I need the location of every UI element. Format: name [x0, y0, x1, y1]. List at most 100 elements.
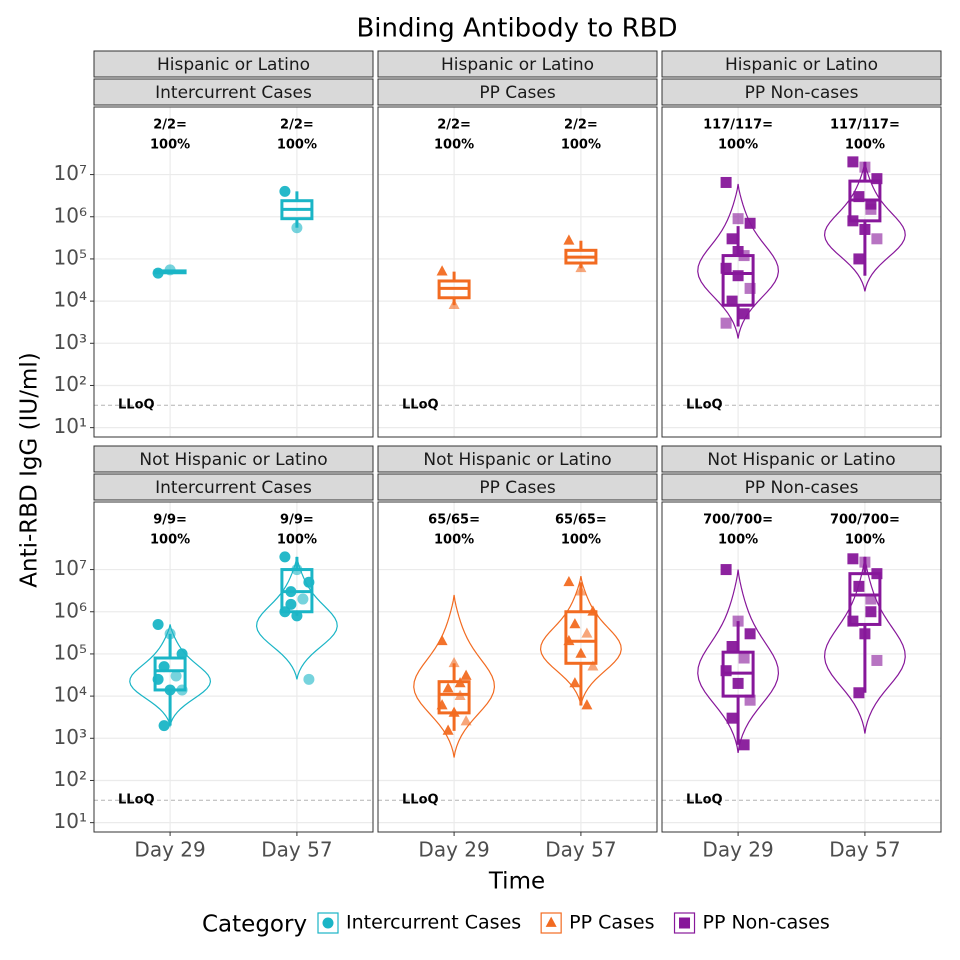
- violin: [255, 556, 338, 680]
- data-point: [744, 217, 756, 229]
- data-point: [853, 191, 865, 203]
- count-label: 2/2=: [564, 118, 598, 133]
- percent-label: 100%: [150, 533, 190, 548]
- strip-label: PP Non-cases: [745, 478, 859, 498]
- data-point: [436, 265, 448, 276]
- data-point: [158, 661, 170, 673]
- data-point: [285, 598, 297, 610]
- box: [848, 572, 882, 626]
- y-tick-label: 10⁴: [54, 288, 87, 312]
- data-point: [853, 253, 865, 265]
- legend-marker: [545, 916, 557, 927]
- data-point: [871, 233, 883, 245]
- data-point: [871, 173, 883, 185]
- data-point: [847, 615, 859, 627]
- strip-label: PP Cases: [479, 478, 556, 498]
- y-tick-label: 10¹: [54, 809, 87, 833]
- strip: [661, 445, 942, 473]
- data-point: [732, 270, 744, 282]
- data-point: [575, 585, 587, 596]
- strip: [661, 78, 942, 106]
- lloq-label: LLoQ: [118, 398, 155, 413]
- data-point: [738, 739, 750, 751]
- legend-title: Category: [202, 912, 307, 938]
- count-label: 117/117=: [703, 118, 773, 133]
- strip: [93, 445, 374, 473]
- strip-label: Hispanic or Latino: [157, 55, 310, 75]
- x-tick-label: Day 57: [545, 838, 616, 862]
- strip-label: Intercurrent Cases: [155, 478, 312, 498]
- data-point: [176, 684, 188, 696]
- lloq-label: LLoQ: [402, 398, 439, 413]
- violin: [129, 624, 212, 728]
- data-point: [847, 215, 859, 227]
- lloq-label: LLoQ: [686, 398, 723, 413]
- y-tick-label: 10⁷: [54, 161, 87, 185]
- strip: [93, 473, 374, 501]
- data-point: [581, 699, 593, 710]
- panel-border: [377, 106, 658, 438]
- data-point: [563, 575, 575, 587]
- x-axis-title: Time: [488, 869, 545, 895]
- data-point: [291, 564, 303, 576]
- strip-label: Intercurrent Cases: [155, 83, 312, 103]
- violin: [697, 183, 780, 339]
- strip: [661, 473, 942, 501]
- data-point: [569, 618, 581, 629]
- y-tick-label: 10³: [54, 725, 87, 749]
- x-tick-label: Day 57: [261, 838, 332, 862]
- data-point: [448, 298, 460, 310]
- data-point: [738, 250, 750, 262]
- count-label: 2/2=: [153, 118, 187, 133]
- y-tick-label: 10²: [54, 767, 87, 791]
- data-point: [726, 233, 738, 245]
- percent-label: 100%: [277, 533, 317, 548]
- data-point: [732, 246, 744, 258]
- data-point: [563, 634, 575, 646]
- data-point: [587, 605, 599, 616]
- percent-label: 100%: [434, 138, 474, 153]
- y-tick-label: 10²: [54, 372, 87, 396]
- data-point: [859, 628, 871, 640]
- data-point: [859, 223, 871, 235]
- data-point: [460, 715, 472, 726]
- data-point: [460, 669, 472, 680]
- data-point: [865, 606, 877, 618]
- strip-label: PP Non-cases: [745, 83, 859, 103]
- y-tick-label: 10⁴: [54, 683, 87, 707]
- legend-label: Intercurrent Cases: [346, 912, 521, 934]
- data-point: [732, 615, 744, 627]
- data-point: [442, 724, 454, 735]
- y-tick-label: 10⁵: [54, 640, 87, 664]
- data-point: [442, 682, 454, 693]
- legend-label: PP Cases: [569, 912, 654, 934]
- data-point: [853, 580, 865, 592]
- percent-label: 100%: [561, 138, 601, 153]
- percent-label: 100%: [718, 533, 758, 548]
- percent-label: 100%: [277, 138, 317, 153]
- panel-background: [662, 502, 941, 832]
- data-point: [164, 628, 176, 640]
- data-point: [176, 648, 188, 660]
- data-point: [152, 673, 164, 685]
- data-point: [454, 677, 466, 688]
- lloq-label: LLoQ: [402, 793, 439, 808]
- data-point: [726, 295, 738, 307]
- percent-label: 100%: [434, 533, 474, 548]
- data-point: [291, 222, 303, 234]
- percent-label: 100%: [845, 533, 885, 548]
- data-point: [871, 568, 883, 580]
- panel-background: [378, 107, 657, 437]
- x-tick-label: Day 29: [702, 838, 773, 862]
- y-tick-label: 10⁶: [54, 203, 87, 227]
- data-point: [164, 684, 176, 696]
- data-point: [865, 593, 877, 605]
- data-point: [436, 699, 448, 710]
- strip: [377, 78, 658, 106]
- data-point: [569, 677, 581, 688]
- data-point: [859, 161, 871, 173]
- data-point: [170, 670, 182, 682]
- lloq-label: LLoQ: [118, 793, 155, 808]
- data-point: [454, 689, 466, 700]
